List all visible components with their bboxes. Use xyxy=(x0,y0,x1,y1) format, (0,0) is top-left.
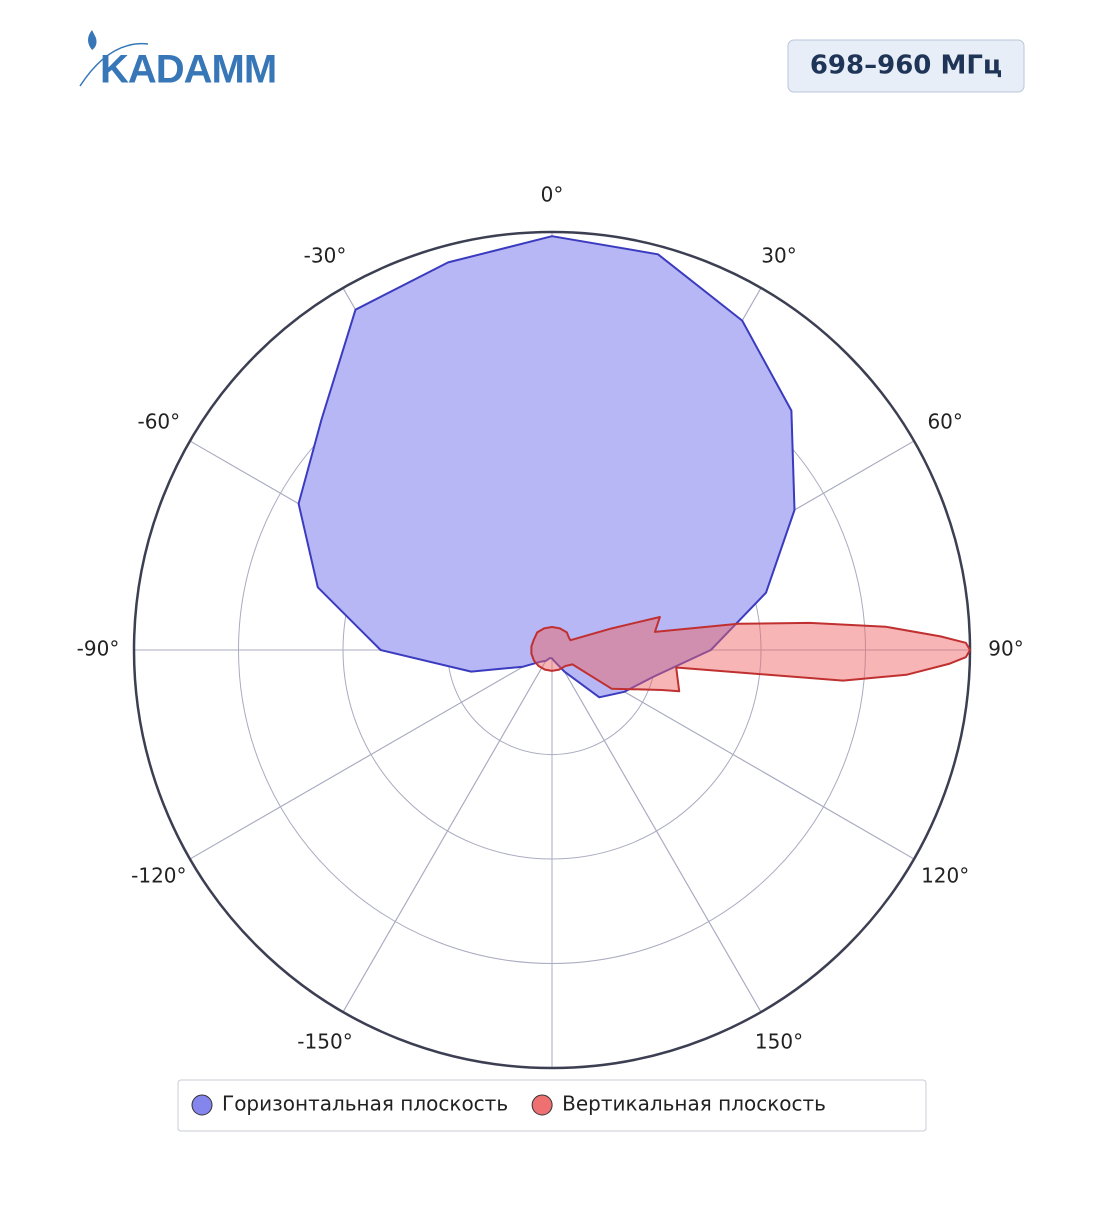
theta-tick-label: -30° xyxy=(304,243,347,267)
pattern-area xyxy=(530,616,971,693)
theta-tick-label: -120° xyxy=(131,864,186,888)
theta-tick-label: -60° xyxy=(137,410,180,434)
logo-text: KADAMM xyxy=(100,48,276,92)
legend-marker xyxy=(531,1094,553,1116)
theta-tick-label: 60° xyxy=(927,410,962,434)
theta-tick-label: 150° xyxy=(755,1030,803,1054)
logo: KADAMM xyxy=(79,30,277,92)
pattern-area xyxy=(297,235,796,699)
theta-tick-label: -150° xyxy=(297,1030,352,1054)
theta-tick-label: -90° xyxy=(77,637,120,661)
theta-tick-label: 0° xyxy=(541,183,564,207)
badge: 698–960 МГц xyxy=(810,51,1002,81)
theta-tick-label: 120° xyxy=(921,864,969,888)
theta-tick-label: 30° xyxy=(761,243,796,267)
legend: Горизонтальная плоскость Вертикальная пло… xyxy=(191,1092,826,1116)
theta-tick-label: 90° xyxy=(988,637,1023,661)
logo-arc xyxy=(79,42,149,87)
plot: 0° 30° 60° 90° 120° 150° -150° -120° -90° -60° -30… xyxy=(77,183,1024,1070)
badge-box xyxy=(787,39,1025,93)
logo-icon xyxy=(88,30,97,50)
legend-label: Горизонтальная плоскость xyxy=(222,1092,508,1116)
legend-label: Вертикальная плоскость xyxy=(562,1092,826,1116)
legend-marker xyxy=(191,1094,213,1116)
